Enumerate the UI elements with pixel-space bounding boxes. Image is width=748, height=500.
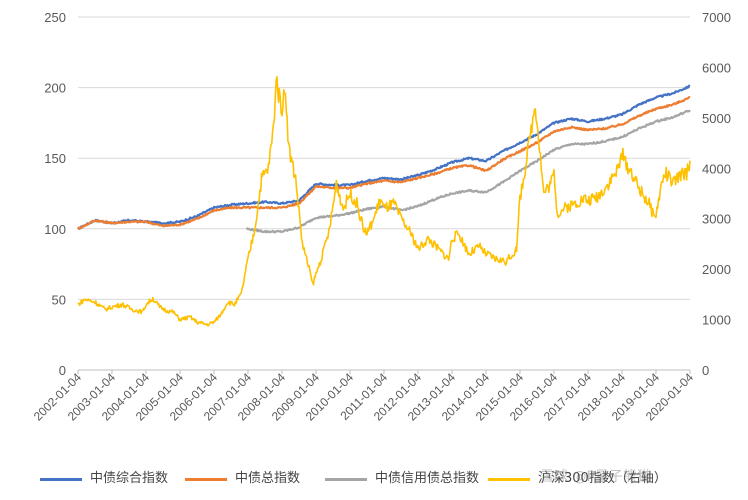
y-left-tick-label: 250 xyxy=(44,10,66,25)
series-lines xyxy=(77,76,691,327)
legend-label: 中债综合指数 xyxy=(90,471,169,486)
legend-label: 中债总指数 xyxy=(235,471,301,486)
x-axis-ticks: 2002-01-042003-01-042004-01-042005-01-04… xyxy=(31,370,697,424)
watermark: 雪球 @P星子熊猫 xyxy=(540,469,651,485)
series-line-0 xyxy=(77,84,691,230)
y-axis-left-ticks: 0 50 100 150 200 250 xyxy=(44,10,66,378)
legend-swatch xyxy=(325,478,367,481)
y-right-tick-label: 0 xyxy=(702,363,709,378)
y-right-tick-label: 5000 xyxy=(702,111,731,126)
series-line-2 xyxy=(245,109,691,234)
y-right-tick-label: 6000 xyxy=(702,60,731,75)
legend-swatch xyxy=(40,478,82,481)
y-right-tick-label: 2000 xyxy=(702,262,731,277)
y-axis-right-ticks: 0 1000 2000 3000 4000 5000 6000 7000 xyxy=(702,10,731,378)
y-left-tick-label: 200 xyxy=(44,81,66,96)
legend-label: 中债信用债总指数 xyxy=(375,471,480,486)
y-left-tick-label: 100 xyxy=(44,222,66,237)
legend: 中债综合指数 中债总指数 中债信用债总指数 沪深300指数（右轴） xyxy=(40,468,740,490)
series-line-3 xyxy=(77,76,691,327)
y-right-tick-label: 7000 xyxy=(702,10,731,25)
legend-swatch xyxy=(185,478,227,481)
legend-swatch xyxy=(488,478,530,481)
y-right-tick-label: 3000 xyxy=(702,212,731,227)
y-right-tick-label: 1000 xyxy=(702,313,731,328)
gridlines xyxy=(78,16,690,300)
series-line-1 xyxy=(77,95,691,230)
y-left-tick-label: 0 xyxy=(59,363,66,378)
y-left-tick-label: 50 xyxy=(52,292,66,307)
y-right-tick-label: 4000 xyxy=(702,161,731,176)
legend-label: 沪深300指数（右轴） xyxy=(538,471,667,486)
y-left-tick-label: 150 xyxy=(44,151,66,166)
